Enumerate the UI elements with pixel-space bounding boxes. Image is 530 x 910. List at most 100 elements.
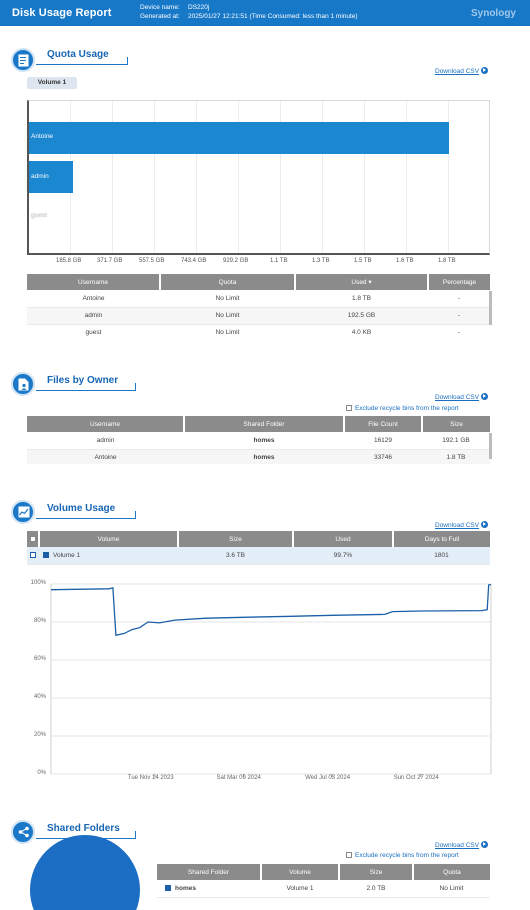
y-tick-label: 80%	[33, 618, 46, 624]
col-file-count[interactable]: File Count	[343, 416, 422, 432]
folder-name: homes	[175, 884, 196, 892]
quota-table-scrollbar[interactable]	[489, 291, 492, 325]
volume-section-title: Volume Usage	[47, 503, 116, 514]
owner-exclude-recycle[interactable]: Exclude recycle bins from the report	[346, 405, 459, 412]
x-tick: 371.7 GB	[97, 258, 123, 264]
quota-title-underline	[36, 64, 128, 65]
col-volume[interactable]: Volume	[38, 531, 178, 547]
col-username[interactable]: Username	[27, 416, 184, 432]
x-tick-label: Sun Oct 27 2024	[393, 775, 439, 781]
x-tick: 557.5 GB	[139, 258, 165, 264]
series-color-swatch	[43, 551, 49, 558]
select-all-checkbox[interactable]	[29, 535, 36, 542]
volume-download-csv[interactable]: Download CSV	[435, 521, 489, 529]
col-volume[interactable]: Volume	[260, 864, 339, 880]
quota-title-tick	[127, 57, 128, 65]
y-tick-label: 20%	[33, 732, 46, 738]
shared-download-csv[interactable]: Download CSV	[435, 841, 489, 849]
generated-info: Generated at: 2025/01/27 12:21:51 (Time C…	[140, 12, 358, 21]
volume-icon	[11, 500, 35, 524]
y-tick-label: 100%	[30, 580, 46, 586]
quota-table-container: Username Quota Used ▾ Percentage Antoine…	[27, 274, 490, 336]
plot-frame	[50, 583, 492, 775]
exclude-checkbox[interactable]	[346, 405, 352, 411]
shared-section-title: Shared Folders	[47, 823, 120, 834]
shared-folders-pie-chart[interactable]	[30, 835, 140, 910]
shared-table: Shared Folder Volume Size Quota homes Vo…	[157, 864, 490, 898]
volume-usage-line-chart	[50, 583, 492, 777]
col-quota[interactable]: Quota	[159, 274, 295, 290]
volume-tab[interactable]: Volume 1	[27, 77, 77, 89]
volume-checkbox-checked[interactable]	[30, 551, 36, 558]
volume-name: Volume 1	[53, 551, 81, 559]
quota-table: Username Quota Used ▾ Percentage Antoine…	[27, 274, 490, 336]
shared-icon	[11, 820, 35, 844]
owner-title-tick	[135, 383, 136, 391]
table-row[interactable]: Antoine No Limit 1.8 TB -	[27, 290, 490, 308]
col-size[interactable]: Size	[338, 864, 413, 880]
col-used[interactable]: Used	[292, 531, 393, 547]
bar-antoine[interactable]	[29, 122, 449, 154]
owner-download-csv[interactable]: Download CSV	[435, 393, 489, 401]
col-used[interactable]: Used ▾	[294, 274, 428, 290]
download-arrow-icon	[481, 841, 489, 848]
series-line-volume-1[interactable]	[50, 583, 492, 637]
volume-title-tick	[135, 511, 136, 519]
report-header: Disk Usage Report Device name: DS220j Gen…	[0, 0, 530, 26]
device-value: DS220j	[188, 4, 210, 11]
quota-download-csv[interactable]: Download CSV	[435, 67, 489, 75]
device-label: Device name:	[140, 4, 180, 11]
col-select-all[interactable]	[27, 531, 39, 547]
x-tick: 1.3 TB	[312, 258, 330, 264]
bar-label-antoine: Antoine	[31, 133, 54, 140]
x-tick: 1.5 TB	[354, 258, 372, 264]
download-arrow-icon	[481, 521, 489, 528]
x-tick-label: Sat Mar 09 2024	[216, 775, 261, 781]
col-shared-folder[interactable]: Shared Folder	[183, 416, 344, 432]
y-tick-label: 60%	[33, 656, 46, 662]
owner-table-scrollbar[interactable]	[489, 433, 492, 459]
quota-icon	[11, 48, 35, 72]
y-tick-label: 0%	[37, 770, 46, 776]
x-tick-label: Wed Jul 03 2024	[305, 775, 351, 781]
col-percentage[interactable]: Percentage	[427, 274, 490, 290]
series-color-swatch	[165, 884, 171, 891]
bar-label-guest: guest	[31, 212, 47, 219]
bar-label-admin: admin	[31, 173, 49, 180]
download-arrow-icon	[481, 393, 489, 400]
x-tick-label: Tue Nov 14 2023	[127, 775, 174, 781]
download-arrow-icon	[481, 67, 489, 74]
col-days-to-full[interactable]: Days to Full	[392, 531, 490, 547]
table-row[interactable]: Volume 1 3.6 TB 99.7% 1801	[27, 547, 490, 565]
col-size[interactable]: Size	[421, 416, 490, 432]
y-tick-label: 40%	[33, 694, 46, 700]
x-tick: 185.8 GB	[56, 258, 82, 264]
volume-title-underline	[36, 518, 136, 519]
device-info: Device name: DS220j	[140, 3, 209, 12]
volume-table: Volume Size Used Days to Full Volume 1 3…	[27, 531, 490, 565]
generated-label: Generated at:	[140, 13, 180, 20]
bar-admin[interactable]	[29, 161, 73, 193]
report-title: Disk Usage Report	[12, 7, 112, 19]
col-username[interactable]: Username	[27, 274, 160, 290]
row-checkbox-cell[interactable]	[27, 547, 39, 565]
col-quota[interactable]: Quota	[412, 864, 490, 880]
table-row[interactable]: homes Volume 1 2.0 TB No Limit	[157, 880, 490, 898]
synology-logo: Synology	[470, 8, 516, 19]
x-tick: 1.1 TB	[270, 258, 288, 264]
generated-value: 2025/01/27 12:21:51 (Time Consumed: less…	[188, 13, 358, 20]
x-tick: 1.8 TB	[438, 258, 456, 264]
exclude-checkbox[interactable]	[346, 852, 352, 858]
table-row[interactable]: admin homes 16129 192.1 GB	[27, 432, 490, 450]
shared-title-tick	[135, 831, 136, 839]
col-size[interactable]: Size	[177, 531, 293, 547]
owner-table: Username Shared Folder File Count Size a…	[27, 416, 490, 464]
table-row[interactable]: admin No Limit 192.5 GB -	[27, 307, 490, 325]
table-row[interactable]: Antoine homes 33746 1.8 TB	[27, 449, 490, 464]
col-shared-folder[interactable]: Shared Folder	[157, 864, 261, 880]
x-tick: 743.4 GB	[181, 258, 207, 264]
owner-table-container: Username Shared Folder File Count Size a…	[27, 416, 490, 464]
owner-icon	[11, 372, 35, 396]
table-row[interactable]: guest No Limit 4.0 KB -	[27, 324, 490, 336]
shared-exclude-recycle[interactable]: Exclude recycle bins from the report	[346, 852, 459, 859]
